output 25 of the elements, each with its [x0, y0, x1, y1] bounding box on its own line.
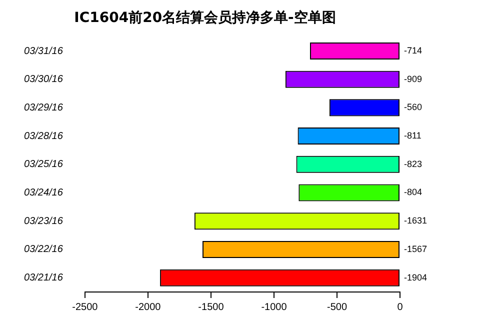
data-label: -560	[404, 102, 422, 112]
x-tick-label: -2500	[72, 302, 98, 313]
y-tick-label: 03/25/16	[24, 159, 64, 170]
x-tick-label: -1500	[198, 302, 224, 313]
data-label: -823	[404, 158, 422, 169]
y-tick-label: 03/30/16	[24, 74, 64, 86]
data-label: -811	[404, 130, 422, 141]
x-tick-label: -2000	[135, 302, 162, 313]
y-tick-label: 03/24/16	[24, 188, 64, 199]
data-label: -1631	[404, 216, 428, 226]
data-label: -1567	[404, 244, 428, 254]
data-label: -1904	[404, 272, 428, 282]
y-tick-label: 03/21/16	[24, 272, 64, 284]
data-label: -909	[404, 74, 422, 84]
y-tick-label: 03/28/16	[24, 130, 64, 142]
y-tick-label: 03/22/16	[24, 244, 64, 256]
x-tick-label: 0	[397, 302, 404, 313]
y-tick-label: 03/23/16	[24, 216, 64, 227]
y-tick-label: 03/31/16	[24, 46, 64, 57]
data-label: -714	[404, 45, 422, 56]
y-tick-label: 03/29/16	[24, 102, 64, 114]
data-label: -804	[404, 187, 422, 198]
chart-title: IC1604前20名结算会员持净多单-空单图	[74, 9, 336, 26]
x-tick-label: -500	[326, 302, 348, 313]
x-tick-label: -1000	[261, 302, 288, 313]
